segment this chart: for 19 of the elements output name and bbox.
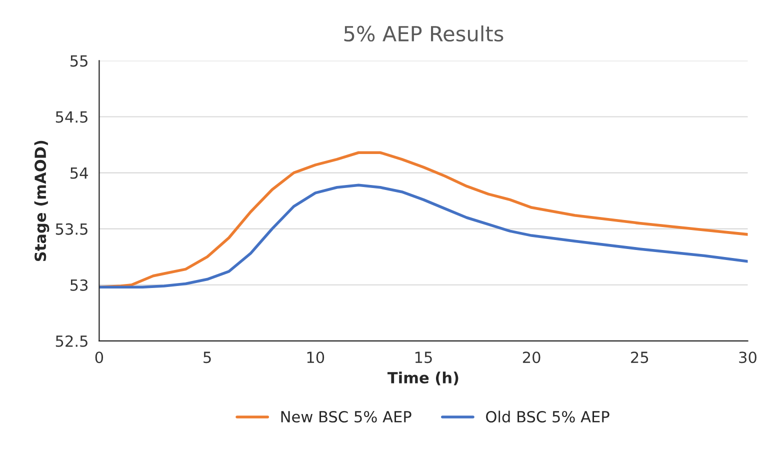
- line-series: [99, 184, 748, 288]
- x-tick-label: 5: [204, 352, 211, 364]
- y-tick-label: 53.5: [56, 223, 88, 235]
- y-tick-label: 53: [70, 279, 88, 291]
- chart-title: 5% AEP Results: [344, 25, 504, 42]
- x-tick-label: 10: [307, 352, 324, 364]
- x-tick-label: 30: [739, 352, 756, 364]
- y-tick-label: 54: [70, 167, 88, 179]
- legend-label: New BSC 5% AEP: [281, 410, 412, 423]
- x-tick-label: 25: [631, 352, 648, 364]
- x-axis-title: Time (h): [387, 372, 458, 386]
- y-tick-label: 54.5: [56, 111, 88, 123]
- x-tick-label: 0: [95, 352, 104, 364]
- y-axis-title: Stage (mAOD): [34, 140, 50, 262]
- y-tick-label: 55: [70, 55, 88, 67]
- x-tick-label: 15: [415, 352, 432, 364]
- x-tick-label: 20: [522, 352, 540, 364]
- y-tick-label: 52.5: [56, 335, 88, 347]
- legend-label: Old BSC 5% AEP: [486, 410, 610, 423]
